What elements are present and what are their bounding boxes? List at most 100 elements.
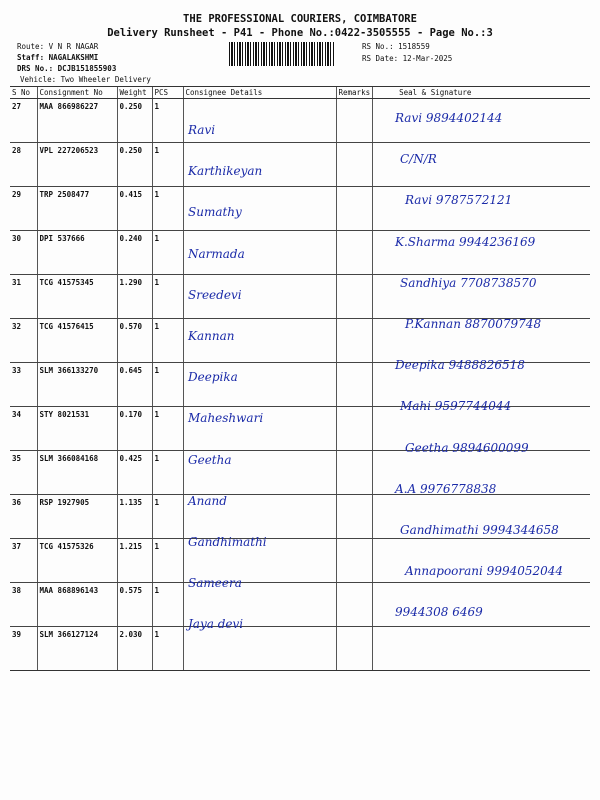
- weight-cell: 0.645: [116, 362, 152, 407]
- pcs-cell: 1: [151, 406, 183, 451]
- pcs-cell: 1: [151, 362, 183, 407]
- handwritten-consignee-name: Narmada: [188, 246, 245, 261]
- remarks-cell: [335, 186, 373, 231]
- sno-cell: 37: [10, 538, 37, 583]
- consignment-cell: TCG 41576415: [36, 318, 117, 363]
- pcs-cell: 1: [151, 142, 183, 187]
- consignment-cell: SLM 366084168: [36, 450, 117, 495]
- drs-number: DRS No.: DCJB151855903: [17, 64, 117, 73]
- pcs-cell: 1: [151, 230, 183, 275]
- staff: Staff: NAGALAKSHMI: [17, 53, 99, 62]
- consignment-cell: SLM 366127124: [36, 626, 117, 671]
- weight-cell: 0.250: [116, 98, 152, 143]
- remarks-cell: [335, 230, 373, 275]
- handwritten-consignee-name: Maheshwari: [188, 411, 264, 426]
- handwritten-signature: Sandhiya 7708738570: [400, 275, 537, 290]
- weight-cell: 0.240: [116, 230, 152, 275]
- handwritten-signature: C/N/R: [400, 152, 437, 167]
- handwritten-signature: Ravi 9787572121: [405, 193, 513, 208]
- consignment-cell: TRP 2508477: [36, 186, 117, 231]
- signature-cell: [372, 142, 590, 187]
- handwritten-signature: 9944308 6469: [395, 605, 483, 620]
- weight-cell: 0.250: [116, 142, 152, 187]
- handwritten-consignee-name: Gandhimathi: [188, 535, 267, 549]
- handwritten-consignee-name: Deepika: [188, 370, 238, 385]
- pcs-cell: 1: [151, 450, 183, 495]
- handwritten-consignee-name: Ravi: [188, 123, 216, 137]
- route: Route: V N R NAGAR: [17, 42, 99, 51]
- consignment-cell: MAA 868896143: [36, 582, 117, 627]
- table-row: 28 VPL 227206523 0.250 1: [10, 142, 590, 187]
- sno-cell: 30: [10, 230, 37, 275]
- consignee-cell: [182, 494, 336, 539]
- signature-cell: [372, 626, 590, 671]
- consignee-cell: [182, 626, 336, 671]
- handwritten-signature: P.Kannan 8870079748: [405, 317, 542, 331]
- runsheet-subtitle: Delivery Runsheet - P41 - Phone No.:0422…: [107, 27, 493, 39]
- col-pcs: PCS: [151, 86, 183, 99]
- signature-cell: [372, 582, 590, 627]
- weight-cell: 2.030: [116, 626, 152, 671]
- consignee-cell: [182, 406, 336, 451]
- consignee-cell: [182, 230, 336, 275]
- sno-cell: 31: [10, 274, 37, 319]
- sno-cell: 32: [10, 318, 37, 363]
- sno-cell: 35: [10, 450, 37, 495]
- weight-cell: 0.425: [116, 450, 152, 495]
- pcs-cell: 1: [151, 98, 183, 143]
- consignment-cell: SLM 366133270: [36, 362, 117, 407]
- signature-cell: [372, 186, 590, 231]
- remarks-cell: [335, 406, 373, 451]
- table-row: 32 TCG 41576415 0.570 1: [10, 318, 590, 363]
- signature-cell: [372, 406, 590, 451]
- consignee-cell: [182, 362, 336, 407]
- table-row: 33 SLM 366133270 0.645 1: [10, 362, 590, 407]
- table-row: 38 MAA 868896143 0.575 1: [10, 582, 590, 627]
- handwritten-consignee-name: Geetha: [188, 452, 232, 467]
- consignment-cell: VPL 227206523: [36, 142, 117, 187]
- handwritten-signature: Geetha 9894600099: [405, 440, 529, 455]
- weight-cell: 0.170: [116, 406, 152, 451]
- company-title: THE PROFESSIONAL COURIERS, COIMBATORE: [183, 13, 417, 25]
- remarks-cell: [335, 450, 373, 495]
- handwritten-consignee-name: Sreedevi: [188, 287, 242, 302]
- weight-cell: 1.135: [116, 494, 152, 539]
- remarks-cell: [335, 142, 373, 187]
- barcode: [229, 42, 335, 66]
- consignment-cell: DPI 537666: [36, 230, 117, 275]
- remarks-cell: [335, 98, 373, 143]
- sno-cell: 33: [10, 362, 37, 407]
- weight-cell: 1.290: [116, 274, 152, 319]
- weight-cell: 0.570: [116, 318, 152, 363]
- table-row: 36 RSP 1927905 1.135 1: [10, 494, 590, 539]
- signature-cell: [372, 494, 590, 539]
- consignee-cell: [182, 450, 336, 495]
- sno-cell: 39: [10, 626, 37, 671]
- weight-cell: 0.415: [116, 186, 152, 231]
- consignee-cell: [182, 274, 336, 319]
- pcs-cell: 1: [151, 582, 183, 627]
- consignment-cell: TCG 41575345: [36, 274, 117, 319]
- remarks-cell: [335, 362, 373, 407]
- signature-cell: [372, 230, 590, 275]
- pcs-cell: 1: [151, 538, 183, 583]
- table-row: 35 SLM 366084168 0.425 1: [10, 450, 590, 495]
- col-consignee: Consignee Details: [182, 86, 336, 99]
- remarks-cell: [335, 626, 373, 671]
- signature-cell: [372, 538, 590, 583]
- pcs-cell: 1: [151, 626, 183, 671]
- sno-cell: 27: [10, 98, 37, 143]
- table-row: 30 DPI 537666 0.240 1: [10, 230, 590, 275]
- col-signature: Seal & Signature: [372, 86, 590, 99]
- col-remarks: Remarks: [335, 86, 373, 99]
- sno-cell: 34: [10, 406, 37, 451]
- pcs-cell: 1: [151, 318, 183, 363]
- runsheet-table: S No Consignment No Weight PCS Consignee…: [10, 86, 590, 671]
- remarks-cell: [335, 494, 373, 539]
- rs-number: RS No.: 1518559: [362, 42, 430, 51]
- col-consignment: Consignment No: [36, 86, 117, 99]
- signature-cell: [372, 98, 590, 143]
- consignee-cell: [182, 98, 336, 143]
- sno-cell: 28: [10, 142, 37, 187]
